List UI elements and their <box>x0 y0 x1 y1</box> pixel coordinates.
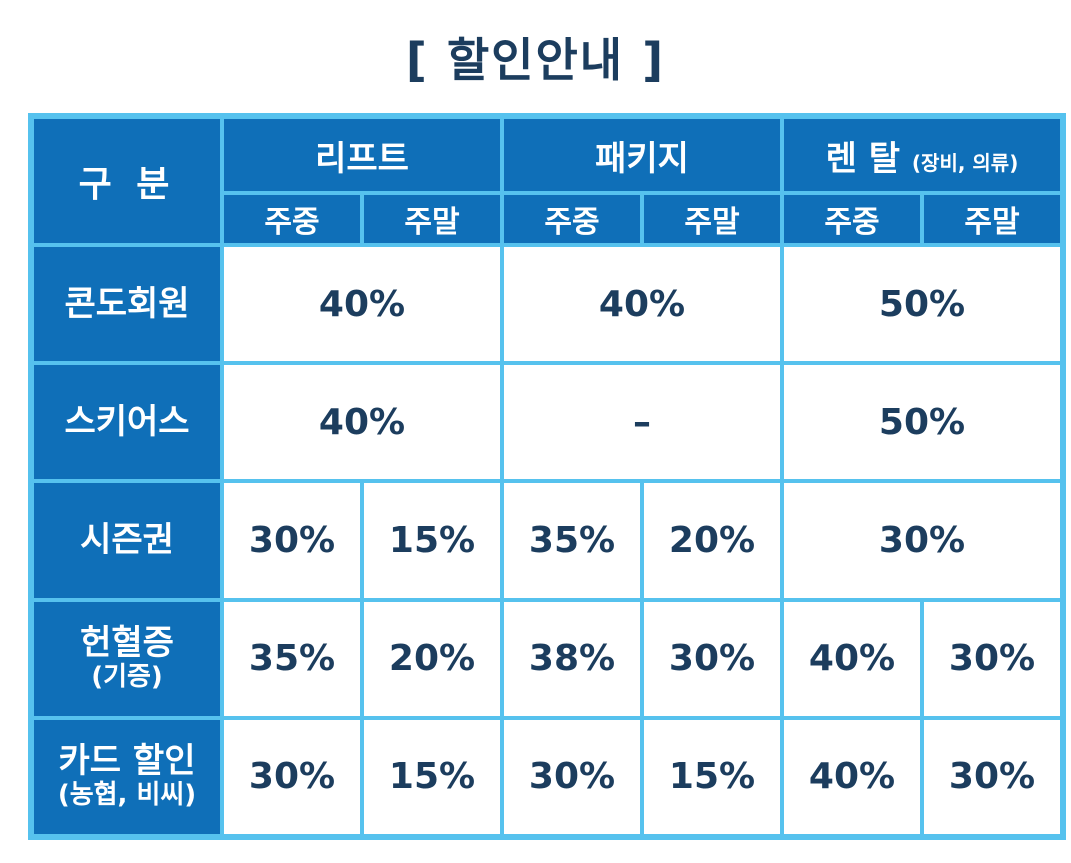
cell-lift-weekend: 15% <box>362 481 502 600</box>
cell-lift-weekday: 30% <box>222 481 362 600</box>
table-row: 헌혈증 (기증) 35% 20% 38% 30% 40% 30% <box>32 599 1063 718</box>
group-header-rental: 렌 탈 (장비, 의류) <box>782 117 1063 194</box>
cell-package-weekday: 35% <box>502 481 642 600</box>
row-label: 시즌권 <box>32 481 222 600</box>
discount-table: 구 분 리프트 패키지 렌 탈 (장비, 의류) 주중 주말 주중 주말 주중 … <box>28 113 1067 840</box>
group-header-lift: 리프트 <box>222 117 502 194</box>
cell-rental-weekday: 40% <box>782 599 922 718</box>
cell-package-weekend: 20% <box>642 481 782 600</box>
cell-lift-weekday: 35% <box>222 599 362 718</box>
row-note: (기증) <box>91 662 163 693</box>
row-label: 스키어스 <box>32 363 222 482</box>
rental-note: (장비, 의류) <box>911 150 1019 175</box>
row-label-cell: 카드 할인 (농협, 비씨) <box>32 717 222 836</box>
cell-lift-weekday: 30% <box>222 717 362 836</box>
table-row: 시즌권 30% 15% 35% 20% 30% <box>32 481 1063 600</box>
row-label: 카드 할인 <box>58 741 196 782</box>
table-row: 카드 할인 (농협, 비씨) 30% 15% 30% 15% 40% 30% <box>32 717 1063 836</box>
row-label: 콘도회원 <box>32 245 222 364</box>
cell-rental: 50% <box>782 363 1063 482</box>
group-header-package: 패키지 <box>502 117 782 194</box>
cell-rental-weekday: 40% <box>782 717 922 836</box>
rental-label: 렌 탈 <box>825 138 901 179</box>
cell-lift: 40% <box>222 363 502 482</box>
row-label: 헌혈증 <box>80 623 174 664</box>
cell-lift: 40% <box>222 245 502 364</box>
header-row-sub: 주중 주말 주중 주말 주중 주말 <box>32 193 1063 246</box>
row-label-cell: 헌혈증 (기증) <box>32 599 222 718</box>
corner-header: 구 분 <box>32 117 222 246</box>
table-row: 콘도회원 40% 40% 50% <box>32 245 1063 364</box>
cell-lift-weekend: 15% <box>362 717 502 836</box>
sub-header-package-weekday: 주중 <box>502 193 642 246</box>
cell-rental-weekend: 30% <box>922 599 1063 718</box>
table-row: 스키어스 40% – 50% <box>32 363 1063 482</box>
page-title: [ 할인안내 ] <box>405 33 666 87</box>
row-note: (농협, 비씨) <box>57 780 197 811</box>
cell-rental: 50% <box>782 245 1063 364</box>
cell-package-weekday: 38% <box>502 599 642 718</box>
cell-lift-weekend: 20% <box>362 599 502 718</box>
sub-header-lift-weekend: 주말 <box>362 193 502 246</box>
cell-package-weekend: 30% <box>642 599 782 718</box>
sub-header-package-weekend: 주말 <box>642 193 782 246</box>
cell-package-weekday: 30% <box>502 717 642 836</box>
sub-header-rental-weekend: 주말 <box>922 193 1063 246</box>
sub-header-rental-weekday: 주중 <box>782 193 922 246</box>
cell-package: 40% <box>502 245 782 364</box>
cell-rental: 30% <box>782 481 1063 600</box>
sub-header-lift-weekday: 주중 <box>222 193 362 246</box>
cell-package-weekend: 15% <box>642 717 782 836</box>
cell-rental-weekend: 30% <box>922 717 1063 836</box>
header-row-groups: 구 분 리프트 패키지 렌 탈 (장비, 의류) <box>32 117 1063 246</box>
cell-package: – <box>502 363 782 482</box>
